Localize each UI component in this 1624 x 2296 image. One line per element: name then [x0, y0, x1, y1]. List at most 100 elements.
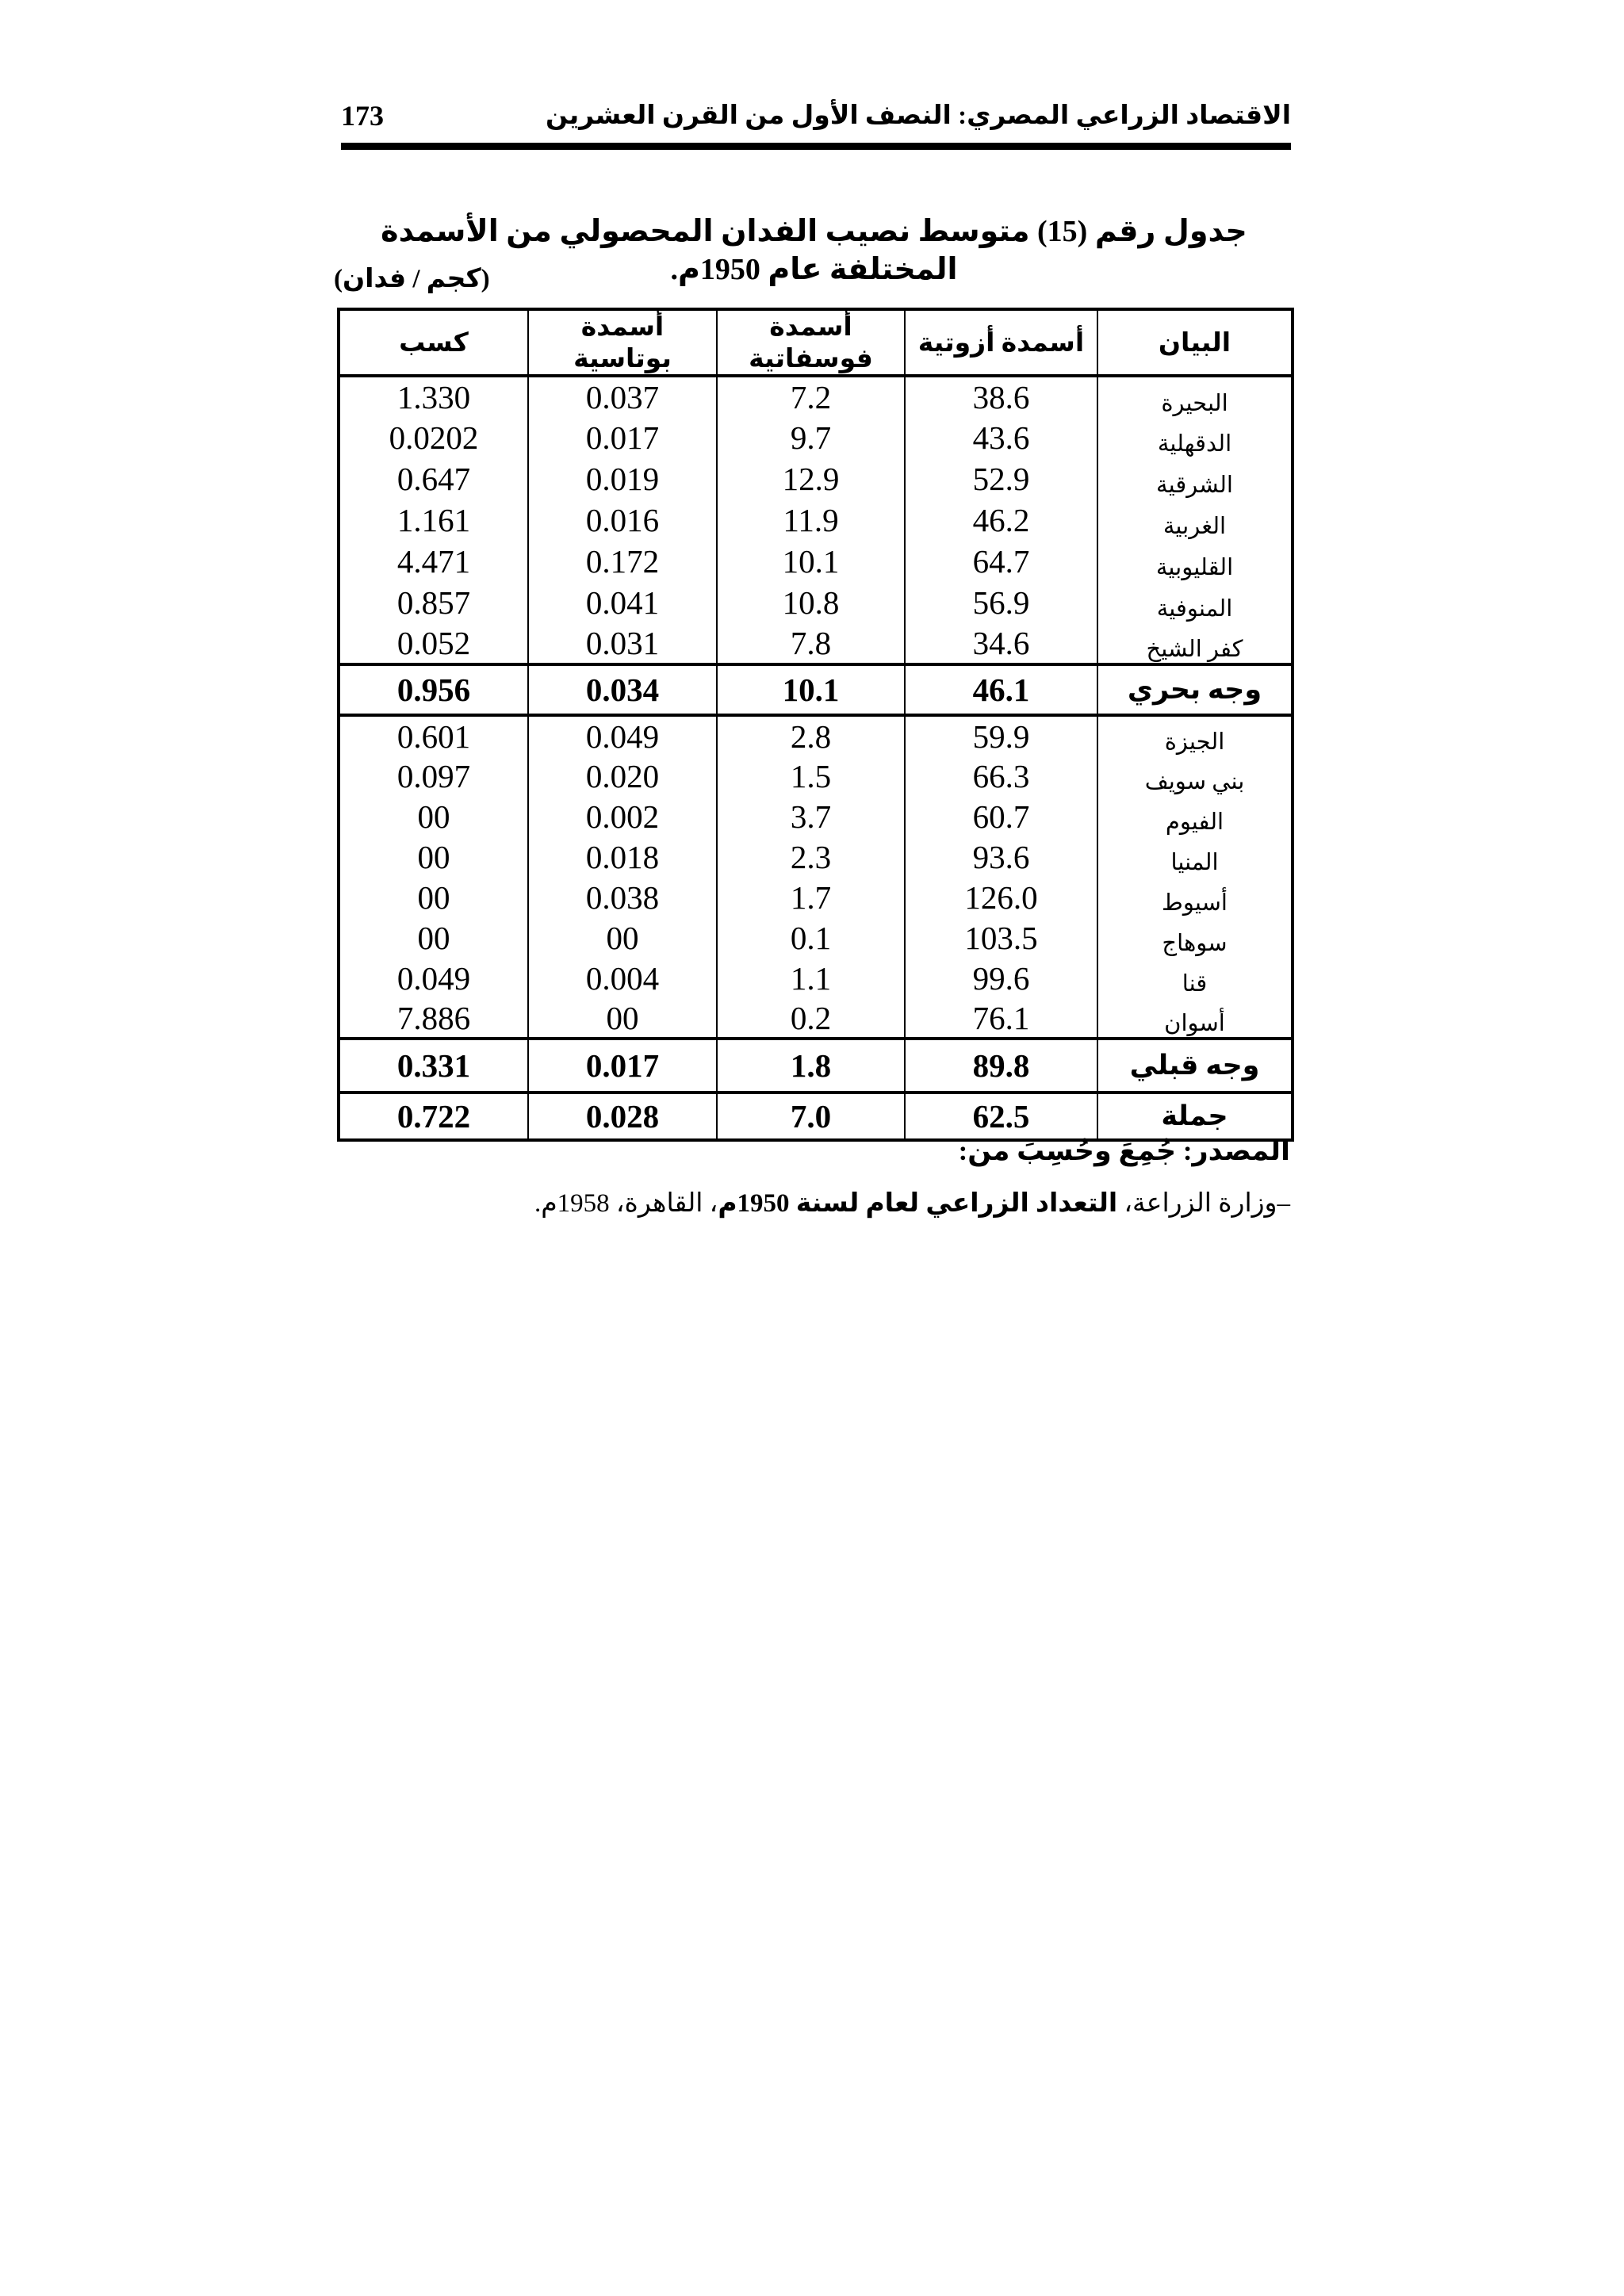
page-number: 173 [341, 100, 384, 132]
cell-phosphate: 10.1 [716, 541, 906, 582]
cell-nitrogen: 62.5 [904, 1091, 1098, 1142]
source-block: المصدر: جُمِعَ وحُسِبَ من: –وزارة الزراع… [331, 1131, 1290, 1224]
cell-potash: 0.028 [527, 1091, 718, 1142]
cell-cake: 0.956 [338, 663, 529, 717]
row-label: البحيرة [1097, 376, 1293, 417]
row-label: جملة [1097, 1091, 1293, 1142]
cell-nitrogen: 103.5 [904, 917, 1098, 958]
row-label: الشرقية [1097, 458, 1293, 499]
table-row: أسوان 76.1 0.2 00 7.886 [338, 998, 1293, 1039]
cell-phosphate: 7.8 [716, 623, 906, 664]
source-ref-title: التعداد الزراعي لعام لسنة 1950م [718, 1189, 1118, 1218]
cell-nitrogen: 46.2 [904, 499, 1098, 541]
cell-potash: 0.034 [527, 663, 718, 717]
cell-potash: 0.002 [527, 796, 718, 836]
table-row: بني سويف 66.3 1.5 0.020 0.097 [338, 756, 1293, 796]
cell-nitrogen: 56.9 [904, 582, 1098, 623]
cell-phosphate: 2.3 [716, 836, 906, 877]
cell-cake: 0.0202 [338, 417, 529, 458]
table-row: كفر الشيخ 34.6 7.8 0.031 0.052 [338, 623, 1293, 664]
row-label: وجه قبلي [1097, 1037, 1293, 1094]
cell-potash: 00 [527, 917, 718, 958]
row-label: بني سويف [1097, 756, 1293, 796]
cell-potash: 0.037 [527, 376, 718, 417]
cell-potash: 0.038 [527, 877, 718, 917]
cell-potash: 0.049 [527, 715, 718, 756]
cell-cake: 0.601 [338, 715, 529, 756]
cell-phosphate: 7.0 [716, 1091, 906, 1142]
table-title: جدول رقم (15) متوسط نصيب الفدان المحصولي… [381, 215, 1247, 286]
table-row: أسيوط 126.0 1.7 0.038 00 [338, 877, 1293, 917]
cell-potash: 0.017 [527, 1037, 718, 1094]
cell-phosphate: 0.2 [716, 998, 906, 1039]
cell-cake: 00 [338, 877, 529, 917]
cell-nitrogen: 60.7 [904, 796, 1098, 836]
cell-cake: 00 [338, 796, 529, 836]
cell-nitrogen: 89.8 [904, 1037, 1098, 1094]
lower-egypt-rows: البحيرة 38.6 7.2 0.037 1.330 الدقهلية 43.6 9.7 0… [338, 376, 1293, 664]
cell-phosphate: 3.7 [716, 796, 906, 836]
cell-cake: 00 [338, 836, 529, 877]
cell-phosphate: 2.8 [716, 715, 906, 756]
cell-nitrogen: 126.0 [904, 877, 1098, 917]
table-row: الشرقية 52.9 12.9 0.019 0.647 [338, 458, 1293, 499]
fertilizer-table: البيان أسمدة أزوتية أسمدة فوسفاتية أسمدة… [337, 308, 1294, 1142]
cell-cake: 0.331 [338, 1037, 529, 1094]
cell-cake: 4.471 [338, 541, 529, 582]
table-row: المنوفية 56.9 10.8 0.041 0.857 [338, 582, 1293, 623]
cell-potash: 0.041 [527, 582, 718, 623]
row-label: وجه بحري [1097, 663, 1293, 717]
table-row: البحيرة 38.6 7.2 0.037 1.330 [338, 376, 1293, 417]
cell-potash: 0.019 [527, 458, 718, 499]
total-row-lower-egypt: وجه بحري 46.1 10.1 0.034 0.956 [338, 663, 1293, 717]
cell-phosphate: 1.1 [716, 958, 906, 998]
cell-cake: 0.647 [338, 458, 529, 499]
cell-cake: 0.097 [338, 756, 529, 796]
cell-potash: 00 [527, 998, 718, 1039]
table-row: الدقهلية 43.6 9.7 0.017 0.0202 [338, 417, 1293, 458]
cell-phosphate: 9.7 [716, 417, 906, 458]
source-ref-prefix: –وزارة الزراعة، [1117, 1189, 1290, 1218]
cell-cake: 1.161 [338, 499, 529, 541]
column-header-name: البيان [1097, 309, 1293, 377]
source-reference: –وزارة الزراعة، التعداد الزراعي لعام لسن… [331, 1183, 1290, 1224]
running-header-title: الاقتصاد الزراعي المصري: النصف الأول من … [546, 101, 1291, 130]
cell-phosphate: 1.8 [716, 1037, 906, 1094]
cell-cake: 0.049 [338, 958, 529, 998]
cell-phosphate: 11.9 [716, 499, 906, 541]
table-unit-label: (كجم / فدان) [334, 265, 490, 293]
cell-cake: 0.052 [338, 623, 529, 664]
cell-nitrogen: 38.6 [904, 376, 1098, 417]
row-label: أسوان [1097, 998, 1293, 1039]
cell-phosphate: 1.5 [716, 756, 906, 796]
cell-phosphate: 12.9 [716, 458, 906, 499]
cell-nitrogen: 46.1 [904, 663, 1098, 717]
cell-nitrogen: 34.6 [904, 623, 1098, 664]
cell-nitrogen: 64.7 [904, 541, 1098, 582]
row-label: الغربية [1097, 499, 1293, 541]
row-label: سوهاج [1097, 917, 1293, 958]
cell-nitrogen: 66.3 [904, 756, 1098, 796]
column-header-phosphate: أسمدة فوسفاتية [716, 309, 906, 377]
row-label: الفيوم [1097, 796, 1293, 836]
row-label: كفر الشيخ [1097, 623, 1293, 664]
row-label: قنا [1097, 958, 1293, 998]
cell-potash: 0.004 [527, 958, 718, 998]
row-label: الجيزة [1097, 715, 1293, 756]
cell-cake: 7.886 [338, 998, 529, 1039]
cell-phosphate: 10.1 [716, 663, 906, 717]
cell-potash: 0.031 [527, 623, 718, 664]
row-label: القليوبية [1097, 541, 1293, 582]
column-header-nitrogen: أسمدة أزوتية [904, 309, 1098, 377]
cell-phosphate: 1.7 [716, 877, 906, 917]
row-label: أسيوط [1097, 877, 1293, 917]
source-ref-suffix: ، القاهرة، 1958م. [534, 1189, 718, 1218]
upper-egypt-rows: الجيزة 59.9 2.8 0.049 0.601 بني سويف 66.3 1.5 0.… [338, 715, 1293, 1039]
cell-potash: 0.020 [527, 756, 718, 796]
cell-nitrogen: 93.6 [904, 836, 1098, 877]
total-row-grand: جملة 62.5 7.0 0.028 0.722 [338, 1091, 1293, 1142]
table-row: القليوبية 64.7 10.1 0.172 4.471 [338, 541, 1293, 582]
cell-cake: 00 [338, 917, 529, 958]
cell-nitrogen: 43.6 [904, 417, 1098, 458]
